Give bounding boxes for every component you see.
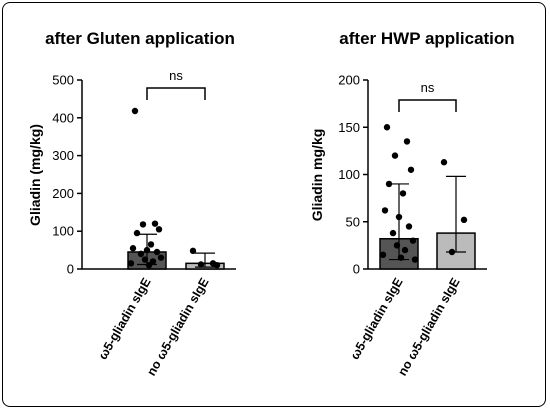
y-tick-label: 50 — [346, 214, 360, 229]
chart-panel-1: after Gluten application Gliadin (mg/kg) 0… — [27, 29, 236, 378]
data-point — [197, 261, 205, 268]
data-point — [391, 152, 399, 159]
y-axis-label: Gliadin (mg/kg) — [27, 124, 43, 226]
significance-bracket — [146, 87, 206, 100]
significance-bracket — [398, 99, 457, 112]
category-label: ω5-gliadin sIgE — [96, 276, 154, 363]
data-point — [405, 223, 413, 230]
y-tick-label: 400 — [52, 110, 74, 125]
data-point — [379, 251, 387, 259]
data-point — [149, 258, 157, 265]
category-label: no ω5-gliadin sIgE — [395, 276, 462, 379]
category-label: no ω5-gliadin sIgE — [144, 276, 211, 379]
y-tick-label: 0 — [353, 262, 360, 277]
y-axis-label: Gliadin mg/kg — [309, 129, 325, 222]
data-point — [448, 248, 456, 256]
data-point — [147, 241, 155, 248]
data-point — [385, 180, 393, 188]
y-tick-label: 100 — [52, 224, 74, 239]
data-point — [145, 262, 153, 269]
data-point — [151, 220, 159, 227]
y-tick-label: 100 — [338, 167, 360, 182]
chart-title: after Gluten application — [45, 29, 235, 48]
data-point — [155, 226, 163, 233]
data-point — [133, 229, 141, 237]
significance-label: ns — [421, 80, 435, 95]
data-point — [129, 245, 137, 252]
data-point — [403, 138, 411, 145]
data-point — [389, 229, 397, 237]
data-point — [153, 248, 161, 256]
y-tick-label: 150 — [338, 120, 360, 135]
data-point — [127, 260, 135, 267]
data-point — [189, 247, 197, 255]
data-point — [395, 213, 403, 221]
data-point — [397, 254, 405, 261]
significance-label: ns — [169, 68, 183, 83]
chart-panel-2: after HWP application Gliadin mg/kg 0 50 100… — [309, 29, 515, 378]
category-label: ω5-gliadin sIgE — [348, 276, 406, 363]
data-point — [381, 207, 389, 214]
data-point — [143, 246, 151, 254]
data-point — [399, 190, 407, 197]
y-tick-label: 300 — [52, 148, 74, 163]
y-tick-label: 0 — [67, 262, 74, 277]
data-point — [137, 250, 145, 258]
data-point — [383, 124, 391, 131]
data-point — [407, 166, 415, 173]
chart-title: after HWP application — [339, 29, 514, 48]
figure-frame — [2, 2, 546, 407]
y-tick-label: 500 — [52, 73, 74, 88]
data-point — [131, 107, 139, 115]
y-tick-label: 200 — [338, 73, 360, 88]
data-point — [460, 216, 468, 224]
data-point — [401, 246, 409, 254]
data-point — [141, 256, 149, 263]
data-point — [411, 256, 419, 263]
data-point — [440, 159, 448, 166]
data-point — [409, 237, 417, 244]
y-tick-label: 200 — [52, 186, 74, 201]
data-point — [157, 254, 165, 261]
data-point — [213, 262, 221, 269]
data-point — [139, 221, 147, 228]
data-point — [393, 242, 401, 249]
